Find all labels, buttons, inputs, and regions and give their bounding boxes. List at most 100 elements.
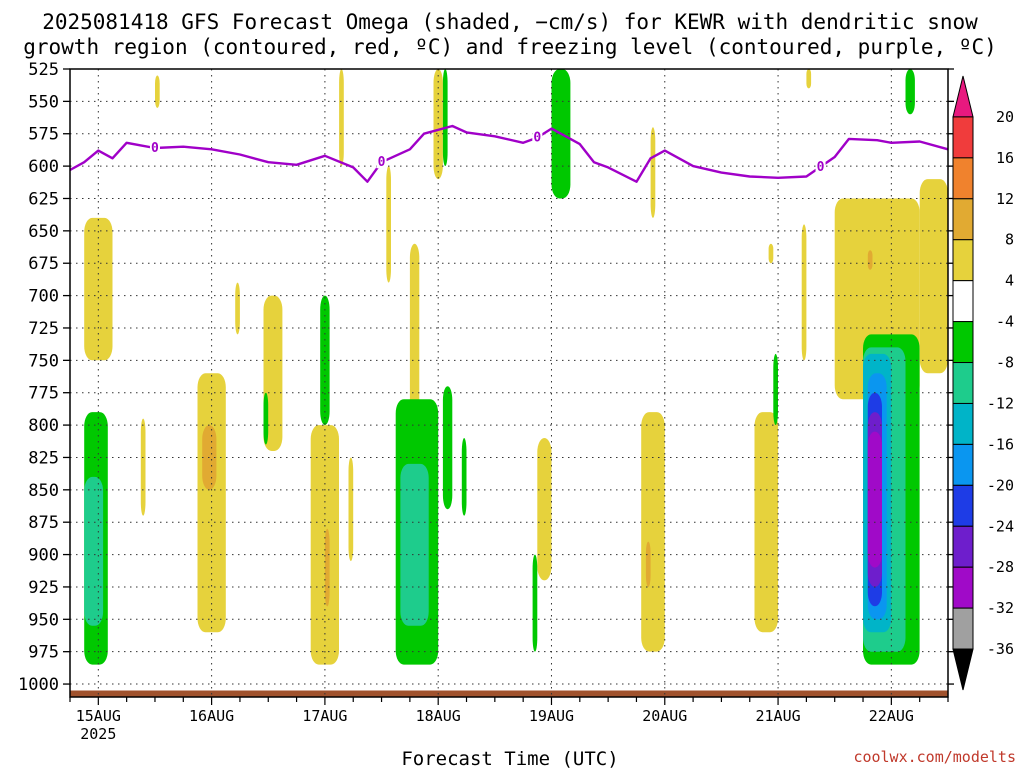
colorbar: 20 16 12 8 4 -4 -8 -12 -16 -20 -24 -28 -32 -36 bbox=[952, 75, 1014, 691]
colorbar-band bbox=[952, 198, 974, 241]
y-tick-label: 850 bbox=[28, 481, 59, 501]
y-tick-label: 550 bbox=[28, 92, 59, 112]
omega-region bbox=[263, 392, 269, 445]
omega-region bbox=[442, 386, 453, 510]
y-tick-label: 700 bbox=[28, 287, 59, 307]
y-tick-label: 750 bbox=[28, 351, 59, 371]
colorbar-band bbox=[952, 525, 974, 568]
omega-region bbox=[537, 438, 552, 581]
colorbar-label: -24 bbox=[987, 517, 1014, 535]
freezing-contour-label: 0 bbox=[817, 160, 825, 175]
omega-region bbox=[324, 528, 330, 607]
colorbar-band bbox=[952, 362, 974, 404]
chart-title-line1: 2025081418 GFS Forecast Omega (shaded, −… bbox=[42, 10, 978, 34]
credit-text: coolwx.com/modelts bbox=[853, 748, 1016, 766]
colorbar-band bbox=[952, 280, 974, 323]
x-tick-label: 16AUG bbox=[189, 707, 234, 725]
contour-label-bg bbox=[815, 158, 826, 173]
y-tick-label: 775 bbox=[28, 384, 59, 404]
y-tick-label: 825 bbox=[28, 448, 59, 468]
y-tick-label: 875 bbox=[28, 513, 59, 533]
plot-frame bbox=[69, 68, 949, 698]
y-tick-label: 925 bbox=[28, 578, 59, 598]
chart-title-line2: growth region (contoured, red, ºC) and f… bbox=[23, 35, 997, 59]
colorbar-band bbox=[952, 157, 974, 200]
y-tick-label: 575 bbox=[28, 125, 59, 145]
omega-region bbox=[768, 243, 774, 264]
omega-region bbox=[348, 457, 354, 562]
omega-region bbox=[532, 554, 538, 652]
omega-region bbox=[155, 75, 160, 108]
colorbar-label: -36 bbox=[987, 640, 1014, 658]
omega-region bbox=[235, 282, 240, 335]
freezing-level-contour: 0 0 0 0 bbox=[69, 124, 949, 183]
contour-label-bg bbox=[376, 154, 387, 169]
omega-region bbox=[461, 438, 467, 516]
colorbar-band bbox=[952, 116, 974, 159]
y-tick-label: 675 bbox=[28, 254, 59, 274]
x-tick-sublabel: 2025 bbox=[80, 725, 116, 743]
colorbar-label: -20 bbox=[987, 476, 1014, 494]
grid-lines bbox=[70, 68, 948, 697]
colorbar-label: 8 bbox=[1005, 231, 1014, 249]
freezing-contour-label: 0 bbox=[151, 141, 159, 156]
colorbar-band bbox=[952, 443, 974, 486]
y-tick-label: 950 bbox=[28, 610, 59, 630]
y-tick-label: 975 bbox=[28, 643, 59, 663]
colorbar-band bbox=[952, 402, 974, 445]
contour-label-bg bbox=[532, 129, 543, 144]
omega-region bbox=[263, 295, 283, 451]
omega-region bbox=[650, 127, 656, 218]
y-tick-label: 800 bbox=[28, 416, 59, 436]
colorbar-band bbox=[952, 607, 974, 650]
x-tick-label: 18AUG bbox=[416, 707, 461, 725]
y-tick-label: 625 bbox=[28, 189, 59, 209]
omega-shading bbox=[84, 69, 948, 665]
omega-region bbox=[84, 476, 104, 626]
colorbar-label: -12 bbox=[987, 394, 1014, 412]
omega-region bbox=[339, 69, 344, 167]
colorbar-band bbox=[952, 648, 974, 691]
omega-region bbox=[905, 69, 915, 115]
omega-region bbox=[442, 69, 448, 167]
y-tick-label: 525 bbox=[28, 60, 59, 80]
omega-region bbox=[773, 353, 778, 426]
freezing-contour-label: 0 bbox=[378, 155, 386, 170]
colorbar-label: -16 bbox=[987, 435, 1014, 453]
freezing-contour-label: 0 bbox=[533, 131, 541, 146]
omega-region bbox=[801, 224, 807, 361]
colorbar-label: 16 bbox=[996, 149, 1014, 167]
y-axis: 525 550 575 600 625 650 675 700 725 750 775 800 825 8… bbox=[18, 60, 954, 695]
x-tick-label: 20AUG bbox=[642, 707, 687, 725]
omega-region bbox=[641, 412, 665, 652]
x-tick-label: 22AUG bbox=[869, 707, 914, 725]
y-tick-label: 900 bbox=[28, 546, 59, 566]
colorbar-band bbox=[952, 566, 974, 609]
colorbar-band bbox=[952, 321, 974, 364]
omega-region bbox=[919, 179, 948, 374]
omega-region bbox=[386, 166, 391, 283]
colorbar-label: -32 bbox=[987, 599, 1014, 617]
x-axis-title: Forecast Time (UTC) bbox=[401, 748, 618, 768]
plot-area: 0 0 0 0 bbox=[69, 68, 949, 698]
omega-region bbox=[84, 217, 113, 361]
x-tick-label: 15AUG bbox=[76, 707, 121, 725]
colorbar-label: -4 bbox=[996, 313, 1014, 331]
omega-region bbox=[140, 418, 146, 516]
omega-region bbox=[867, 250, 873, 270]
omega-region bbox=[310, 425, 339, 665]
y-tick-label: 650 bbox=[28, 222, 59, 242]
x-tick-label: 21AUG bbox=[755, 707, 800, 725]
y-tick-label: 1000 bbox=[18, 675, 59, 695]
colorbar-label: -8 bbox=[996, 354, 1014, 372]
colorbar-label: 4 bbox=[1005, 272, 1014, 290]
freezing-level-line bbox=[69, 124, 949, 183]
x-tick-label: 19AUG bbox=[529, 707, 574, 725]
contour-label-bg bbox=[149, 139, 160, 154]
colorbar-label: 12 bbox=[996, 190, 1014, 208]
omega-region bbox=[645, 541, 651, 587]
terrain-ground bbox=[70, 690, 948, 697]
colorbar-band bbox=[952, 75, 974, 118]
y-tick-label: 600 bbox=[28, 157, 59, 177]
